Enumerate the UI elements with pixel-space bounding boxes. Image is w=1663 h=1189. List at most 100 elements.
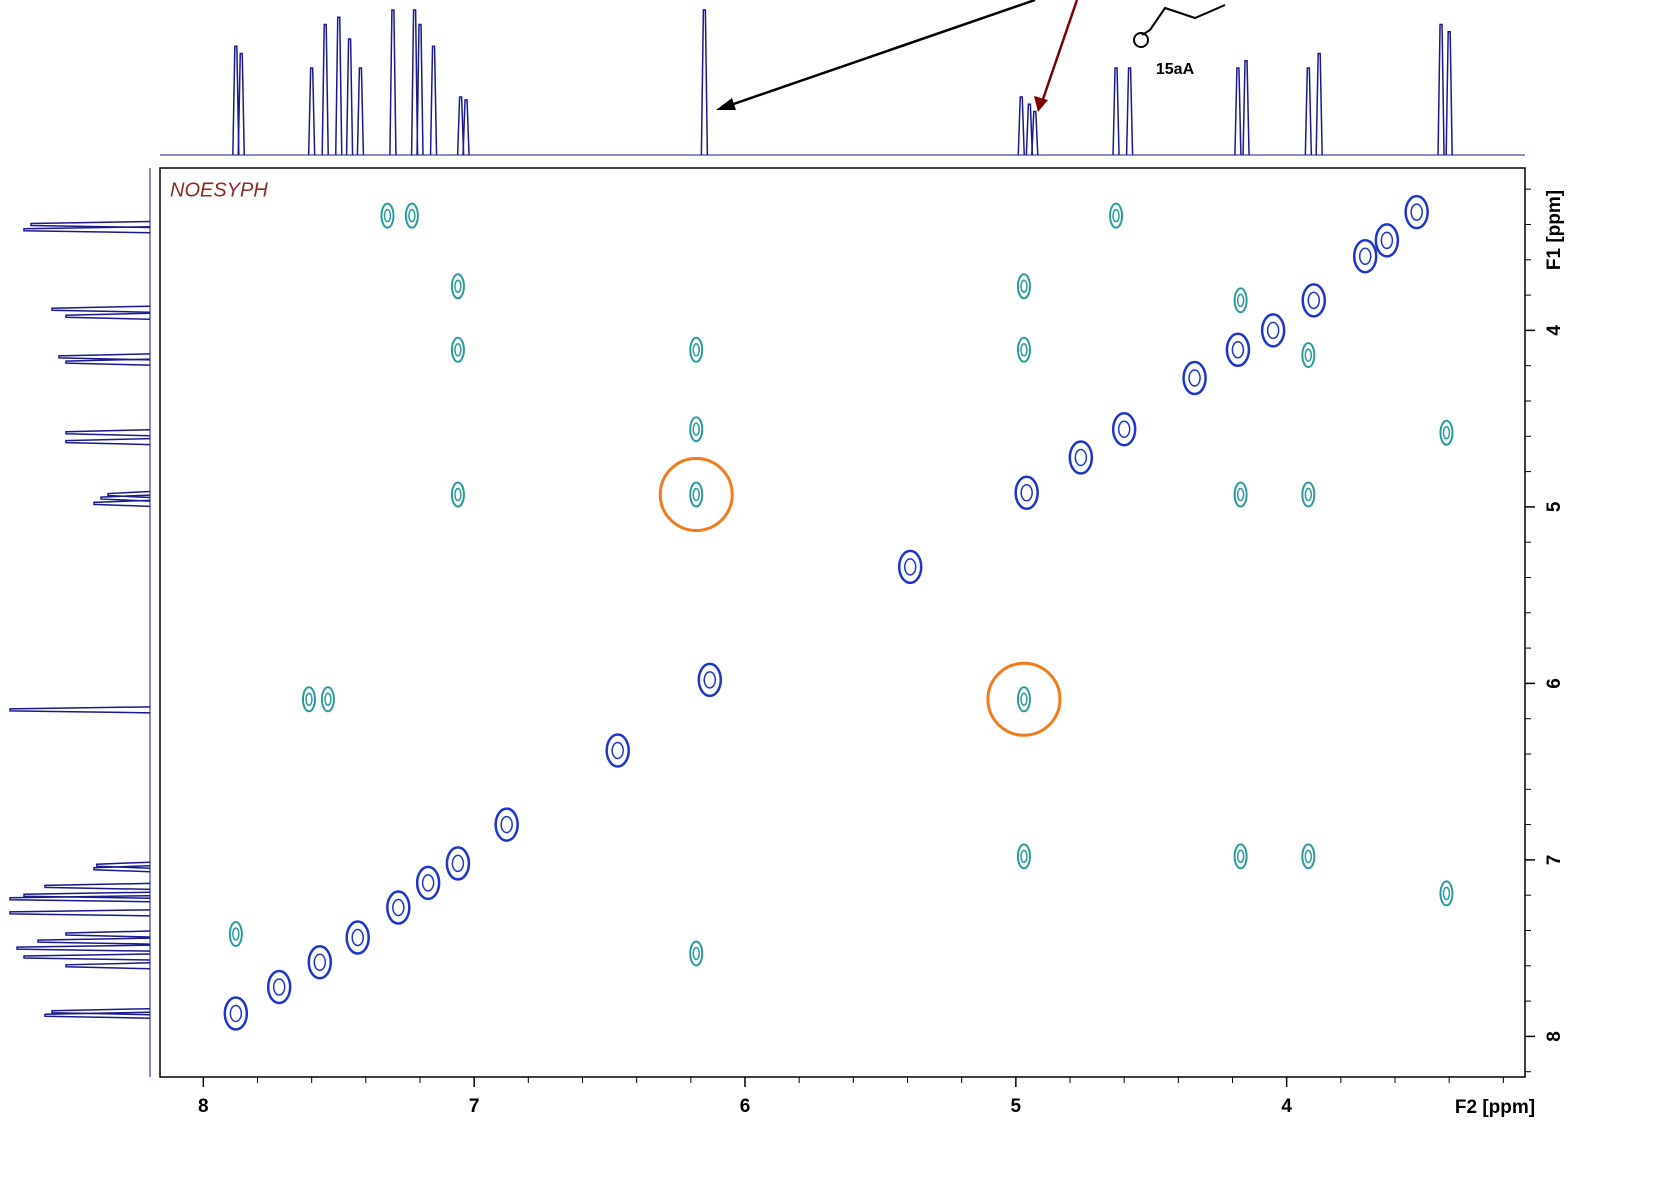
x-tick-label: 6 xyxy=(740,1096,751,1117)
cross-peak-inner xyxy=(455,489,461,501)
spectrum-peak xyxy=(1305,68,1311,155)
y-tick-label: 4 xyxy=(1544,325,1565,336)
spectrum-peak xyxy=(1032,112,1038,156)
cross-peak-inner xyxy=(1360,248,1371,264)
arrow-head xyxy=(1034,96,1048,112)
cross-peak xyxy=(1018,274,1030,298)
cross-peak-inner xyxy=(455,280,461,292)
cross-peak xyxy=(303,687,315,711)
cross-peak-inner xyxy=(393,900,404,916)
cross-peak-inner xyxy=(1238,850,1244,862)
compound-label: 15aA xyxy=(1156,61,1195,78)
spectrum-peak-f1 xyxy=(66,931,150,937)
cross-peak-inner xyxy=(1305,850,1311,862)
x-axis-label: F2 [ppm] xyxy=(1455,1097,1535,1118)
cross-peak-inner xyxy=(1411,204,1422,220)
arrow-head xyxy=(716,98,736,110)
cross-peak xyxy=(899,551,921,583)
cross-peak xyxy=(1184,362,1206,394)
cross-peak xyxy=(225,997,247,1029)
cross-peak-inner xyxy=(1308,292,1319,308)
spectrum-peak xyxy=(431,46,437,155)
cross-peak-inner xyxy=(455,344,461,356)
cross-peak-inner xyxy=(905,559,916,575)
spectrum-peak xyxy=(1446,32,1452,155)
x-tick-label: 5 xyxy=(1011,1096,1022,1117)
cross-peak xyxy=(1302,844,1314,868)
cross-peak-inner xyxy=(1381,232,1392,248)
spectrum-peak xyxy=(1127,68,1133,155)
cross-peak xyxy=(230,922,242,946)
cross-peak-inner xyxy=(693,489,699,501)
y-axis-label: F1 [ppm] xyxy=(1544,190,1565,270)
cross-peak-inner xyxy=(693,947,699,959)
cross-peak-inner xyxy=(1021,280,1027,292)
cross-peak-inner xyxy=(274,979,285,995)
cross-peak xyxy=(322,687,334,711)
cross-peak xyxy=(690,941,702,965)
y-tick-label: 8 xyxy=(1544,1031,1565,1042)
cross-peak xyxy=(1440,421,1452,445)
cross-peak xyxy=(1440,881,1452,905)
cross-peak-inner xyxy=(1305,489,1311,501)
spectrum-peak-f1 xyxy=(66,313,150,319)
cross-peak xyxy=(690,483,702,507)
cross-peak xyxy=(452,483,464,507)
spectrum-peak xyxy=(1113,68,1119,155)
cross-peak xyxy=(447,847,469,879)
cross-peak xyxy=(268,971,290,1003)
cross-peak-inner xyxy=(1232,342,1243,358)
y-tick-label: 6 xyxy=(1544,678,1565,689)
x-tick-label: 8 xyxy=(198,1096,209,1117)
cross-peak xyxy=(1262,314,1284,346)
cross-peak xyxy=(382,204,394,228)
spectrum-peak xyxy=(238,54,244,156)
highlight-circle xyxy=(660,459,732,531)
cross-peak-inner xyxy=(1075,449,1086,465)
cross-peak xyxy=(406,204,418,228)
y-tick-label: 7 xyxy=(1544,855,1565,866)
cross-peak-inner xyxy=(612,742,623,758)
spectrum-peak-f1 xyxy=(38,938,150,944)
spectrum-peak-f1 xyxy=(24,954,150,960)
spectrum-peak xyxy=(1438,25,1444,156)
cross-peak-inner xyxy=(1113,210,1119,222)
cross-peak-inner xyxy=(325,693,331,705)
cross-peak-inner xyxy=(452,855,463,871)
cross-peak-inner xyxy=(423,875,434,891)
spectrum-peak xyxy=(322,25,328,156)
cross-peak xyxy=(1303,284,1325,316)
cross-peak xyxy=(1235,483,1247,507)
spectrum-peak xyxy=(417,25,423,156)
x-tick-label: 4 xyxy=(1281,1096,1292,1117)
cross-peak xyxy=(699,664,721,696)
cross-peak xyxy=(452,274,464,298)
cross-peak xyxy=(496,809,518,841)
cross-peak xyxy=(1016,477,1038,509)
cross-peak-inner xyxy=(1021,485,1032,501)
x-tick-label: 7 xyxy=(469,1096,480,1117)
cross-peak xyxy=(1227,334,1249,366)
cross-peak-inner xyxy=(1443,887,1449,899)
cross-peak-inner xyxy=(1305,349,1311,361)
cross-peak-inner xyxy=(409,210,415,222)
spectrum-peak xyxy=(1316,54,1322,156)
cross-peak-inner xyxy=(1238,294,1244,306)
cross-peak xyxy=(309,946,331,978)
cross-peak xyxy=(1235,288,1247,312)
spectrum-peak xyxy=(1018,97,1024,155)
spectrum-peak xyxy=(357,68,363,155)
arrow xyxy=(722,0,1035,108)
cross-peak-inner xyxy=(306,693,312,705)
spectrum-peak-f1 xyxy=(45,883,150,889)
spectrum-peak xyxy=(1235,68,1241,155)
cross-peak-inner xyxy=(385,210,391,222)
spectrum-peak-f1 xyxy=(66,430,150,436)
spectrum-peak-f1 xyxy=(66,439,150,445)
spectrum-peak-f1 xyxy=(52,306,150,312)
cross-peak xyxy=(1302,343,1314,367)
cross-peak xyxy=(1070,441,1092,473)
cross-peak xyxy=(690,417,702,441)
cross-peak xyxy=(1376,224,1398,256)
cross-peak-inner xyxy=(693,423,699,435)
